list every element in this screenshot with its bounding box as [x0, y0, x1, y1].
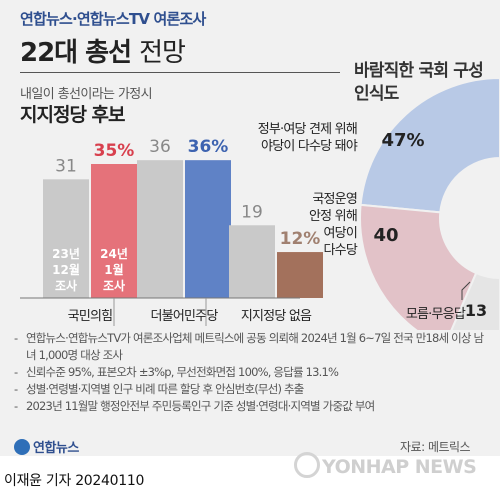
bar-value-label: 31 [55, 156, 77, 176]
series-label: 24년 [100, 247, 128, 261]
data-source: 자료: 메트릭스 [400, 440, 471, 454]
donut-slice [450, 271, 500, 330]
donut-value-label: 13 [465, 301, 487, 320]
bar-value-label: 36% [188, 137, 229, 157]
survey-source-heading: 연합뉴스·연합뉴스TV 여론조사 [20, 10, 206, 28]
bar [277, 252, 323, 298]
series-label: 12월 [52, 262, 80, 277]
donut-slice [359, 76, 500, 214]
donut-category-label: 모름·무응답 [406, 307, 466, 322]
donut-category-label: 정부·여당 견제 위해 [258, 122, 357, 137]
infographic-card: 연합뉴스·연합뉴스TV 여론조사 22대 총선 전망 내일이 총선이라는 가정시… [0, 0, 500, 456]
series-label: 조사 [55, 278, 77, 293]
yonhap-logo-icon [14, 439, 30, 455]
survey-note: 신뢰수준 95%, 표본오차 ±3%p, 무선전화면접 100%, 응답률 13… [14, 364, 484, 381]
donut-chart-title: 바람직한 국회 구성 인식도 [354, 61, 484, 104]
donut-category-label: 여당이 [324, 226, 357, 241]
series-label: 23년 [52, 247, 80, 261]
page-title: 22대 총선 전망 [20, 32, 186, 69]
donut-category-label: 다수당 [324, 243, 358, 258]
watermark: YONHAP NEWS [322, 456, 477, 478]
bar-chart-subtitle: 내일이 총선이라는 가정시 [20, 87, 153, 102]
donut-category-label: 안정 위해 [309, 209, 357, 224]
leader-line [461, 281, 471, 300]
bar [91, 164, 137, 298]
survey-note: 성별·연령별·지역별 인구 비례 따른 할당 후 안심번호(무선) 추출 [14, 381, 484, 398]
bar [137, 160, 183, 298]
series-label: 1월 [104, 262, 123, 277]
category-label: 더불어민주당 [151, 309, 219, 324]
bar-value-label: 35% [94, 141, 135, 161]
yonhap-logo: 연합뉴스 [14, 437, 79, 456]
page-title-sub: 전망 [139, 38, 186, 68]
survey-note: 연합뉴스·연합뉴스TV가 여론조사업체 메트릭스에 공동 의뢰해 2024년 1… [14, 330, 484, 364]
bar-value-label: 19 [241, 202, 263, 222]
donut-category-label: 야당이 다수당 돼야 [261, 139, 358, 154]
bar-chart-title: 지지정당 후보 [20, 104, 125, 126]
survey-note: 2023년 11월말 행정안전부 주민등록인구 기준 성별·연령대·지역별 가중… [14, 398, 484, 415]
donut-slice [359, 203, 478, 330]
donut-value-label: 47% [381, 130, 424, 151]
watermark-icon [294, 452, 320, 478]
survey-notes: 연합뉴스·연합뉴스TV가 여론조사업체 메트릭스에 공동 의뢰해 2024년 1… [14, 330, 484, 415]
bar [229, 225, 275, 298]
yonhap-logo-text: 연합뉴스 [33, 441, 79, 456]
series-label: 조사 [103, 278, 125, 293]
bar [185, 160, 231, 298]
byline: 이재윤 기자 20240110 [4, 473, 145, 489]
bar-value-label: 36 [149, 137, 171, 157]
category-label: 지지정당 없음 [241, 309, 312, 324]
bar [43, 179, 89, 298]
page-title-main: 22대 총선 [20, 38, 132, 68]
bar-value-label: 12% [280, 229, 321, 249]
donut-value-label: 40 [373, 225, 398, 246]
category-label: 국민의힘 [68, 309, 113, 324]
donut-category-label: 국정운영 [312, 192, 357, 207]
title-divider [20, 72, 340, 73]
